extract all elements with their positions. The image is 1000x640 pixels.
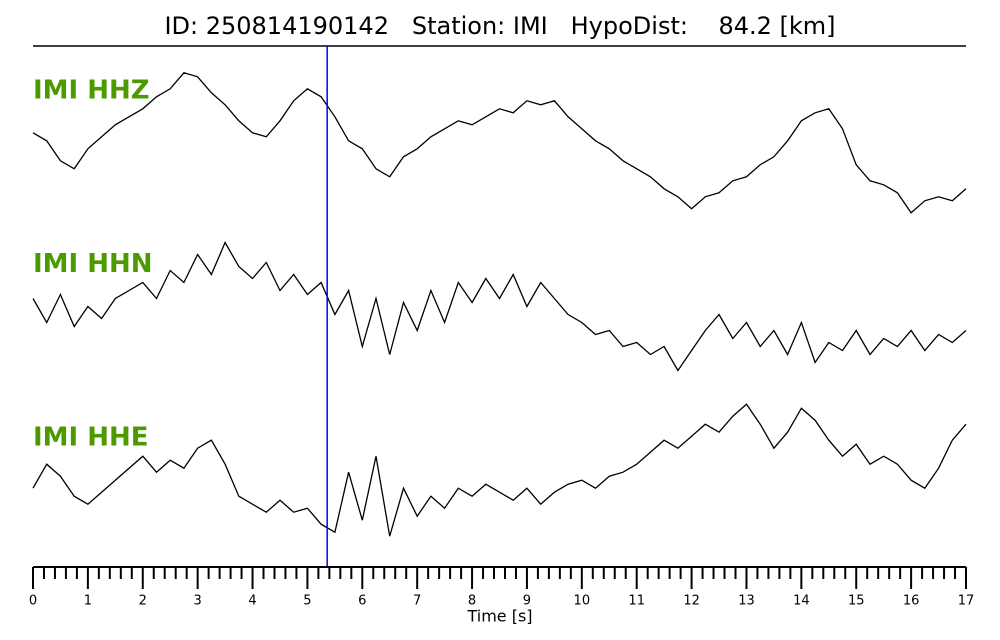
- x-tick-label: 0: [29, 594, 37, 609]
- x-tick-label: 17: [958, 594, 975, 609]
- x-axis-label: Time [s]: [466, 607, 532, 626]
- x-tick-label: 9: [523, 594, 531, 609]
- x-tick-label: 14: [793, 594, 810, 609]
- trace-label: IMI HHE: [33, 423, 149, 453]
- trace-label: IMI HHN: [33, 249, 153, 279]
- chart-title: ID: 250814190142 Station: IMI HypoDist: …: [164, 12, 835, 40]
- x-tick-label: 7: [413, 594, 421, 609]
- trace: [32, 403, 967, 537]
- x-tick-label: 13: [738, 594, 755, 609]
- trace: [32, 72, 967, 214]
- trace-label: IMI HHZ: [33, 75, 150, 105]
- x-tick-label: 15: [848, 594, 865, 609]
- x-tick-label: 3: [194, 594, 202, 609]
- x-tick-label: 6: [358, 594, 366, 609]
- x-tick-label: 4: [248, 594, 256, 609]
- x-tick-label: 12: [683, 594, 700, 609]
- x-tick-label: 10: [574, 594, 591, 609]
- trace: [32, 241, 967, 372]
- x-tick-label: 2: [139, 594, 147, 609]
- x-tick-label: 16: [903, 594, 920, 609]
- x-tick-label: 1: [84, 594, 92, 609]
- x-tick-label: 11: [628, 594, 645, 609]
- x-tick-label: 8: [468, 594, 476, 609]
- x-tick-label: 5: [303, 594, 311, 609]
